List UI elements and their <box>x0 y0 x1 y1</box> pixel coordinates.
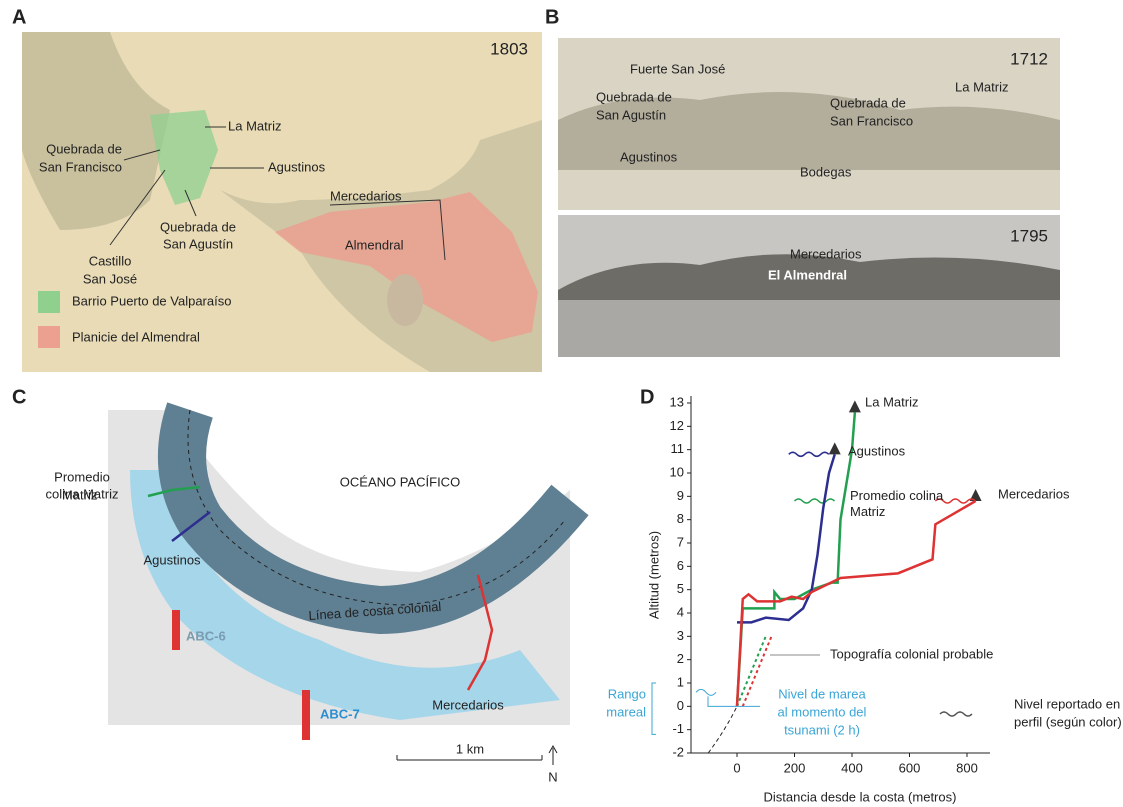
y-tick-label: 0 <box>677 698 684 713</box>
y-tick-label: 3 <box>677 628 684 643</box>
annotation: Topografía colonial probable <box>830 646 993 661</box>
series-label: Mercedarios <box>998 486 1070 501</box>
label: Agustinos <box>620 149 678 164</box>
shape <box>38 291 60 313</box>
shape <box>172 610 180 650</box>
shape <box>940 712 972 716</box>
y-tick-label: 11 <box>671 441 685 456</box>
shape <box>387 274 423 326</box>
y-tick-label: 7 <box>677 534 684 549</box>
label: Matriz <box>62 487 97 502</box>
label: Mercedarios <box>432 697 504 712</box>
tidal-range <box>652 683 656 734</box>
y-tick-label: 9 <box>677 488 684 503</box>
series-line <box>737 501 976 706</box>
label: Fuerte San José <box>630 61 725 76</box>
label: Mercedarios <box>790 246 862 261</box>
label: La Matriz <box>228 118 281 133</box>
label: Promedio <box>54 469 110 484</box>
x-tick-label: 400 <box>841 760 863 775</box>
label: Almendral <box>345 237 404 252</box>
y-tick-label: -2 <box>672 744 684 759</box>
label: San Francisco <box>39 159 122 174</box>
label: Agustinos <box>143 552 201 567</box>
annotation: tsunami (2 h) <box>784 722 860 737</box>
year: 1712 <box>1010 49 1048 68</box>
x-tick-label: 200 <box>784 760 806 775</box>
legend-label: Barrio Puerto de Valparaíso <box>72 293 231 308</box>
x-tick-label: 800 <box>956 760 978 775</box>
label: Bodegas <box>800 164 852 179</box>
label: OCÉANO PACÍFICO <box>340 474 460 489</box>
panel-letter: D <box>640 386 654 408</box>
label: Quebrada de <box>46 141 122 156</box>
label: N <box>548 769 557 784</box>
shape <box>38 326 60 348</box>
annotation: Rango <box>608 686 646 701</box>
label: San Francisco <box>830 113 913 128</box>
legend-label: Planicie del Almendral <box>72 329 200 344</box>
y-tick-label: -1 <box>672 721 684 736</box>
reported-level <box>795 499 835 503</box>
label: Agustinos <box>268 159 326 174</box>
annotation: Nivel de marea <box>778 686 866 701</box>
annotation: mareal <box>606 704 646 719</box>
label: Quebrada de <box>596 89 672 104</box>
panel-letter: C <box>12 386 26 408</box>
old-coast <box>708 706 737 753</box>
annotation: al momento del <box>778 704 867 719</box>
label: San José <box>83 271 137 286</box>
x-axis-title: Distancia desde la costa (metros) <box>764 789 957 804</box>
label: San Agustín <box>163 236 233 251</box>
annotation: Nivel reportado en <box>1014 696 1120 711</box>
label: San Agustín <box>596 107 666 122</box>
y-axis-title: Altitud (metros) <box>646 531 661 619</box>
page: {"panels":{ "a":{"letter":"A","year":"18… <box>0 0 1123 807</box>
figure: A 1803 La Matriz Quebrada de San Francis… <box>0 0 1123 807</box>
y-tick-label: 2 <box>677 651 684 666</box>
label: ABC-7 <box>320 706 360 721</box>
church-icon <box>829 442 841 454</box>
year: 1795 <box>1010 226 1048 245</box>
label: Mercedarios <box>330 188 402 203</box>
label: Quebrada de <box>830 95 906 110</box>
series-label: Agustinos <box>848 443 906 458</box>
shape <box>302 690 310 740</box>
probable-line <box>743 636 772 706</box>
reported-level <box>789 452 829 456</box>
tsunami-level <box>696 689 760 706</box>
label: Castillo <box>89 253 132 268</box>
label: ABC-6 <box>186 628 226 643</box>
label: La Matriz <box>955 79 1008 94</box>
y-tick-label: 5 <box>677 581 684 596</box>
y-tick-label: 8 <box>677 511 684 526</box>
annotation: Promedio colina Matriz <box>850 488 945 520</box>
annotation: perfil (según color) <box>1014 714 1122 729</box>
panel-letter: B <box>545 6 559 28</box>
panel-letter: A <box>12 6 26 28</box>
annotation: La Matriz <box>865 394 918 409</box>
y-tick-label: 4 <box>677 604 684 619</box>
church-icon <box>849 400 861 412</box>
year: 1803 <box>490 39 528 58</box>
y-tick-label: 12 <box>670 418 684 433</box>
x-tick-label: 0 <box>733 760 740 775</box>
x-tick-label: 600 <box>899 760 921 775</box>
series-line <box>737 412 855 706</box>
y-tick-label: 6 <box>677 558 684 573</box>
label: El Almendral <box>768 267 847 282</box>
label: Quebrada de <box>160 219 236 234</box>
y-tick-label: 13 <box>670 394 684 409</box>
shape <box>558 300 1060 357</box>
y-tick-label: 1 <box>677 674 684 689</box>
label: 1 km <box>456 741 484 756</box>
y-tick-label: 10 <box>670 464 684 479</box>
shape <box>549 746 557 765</box>
